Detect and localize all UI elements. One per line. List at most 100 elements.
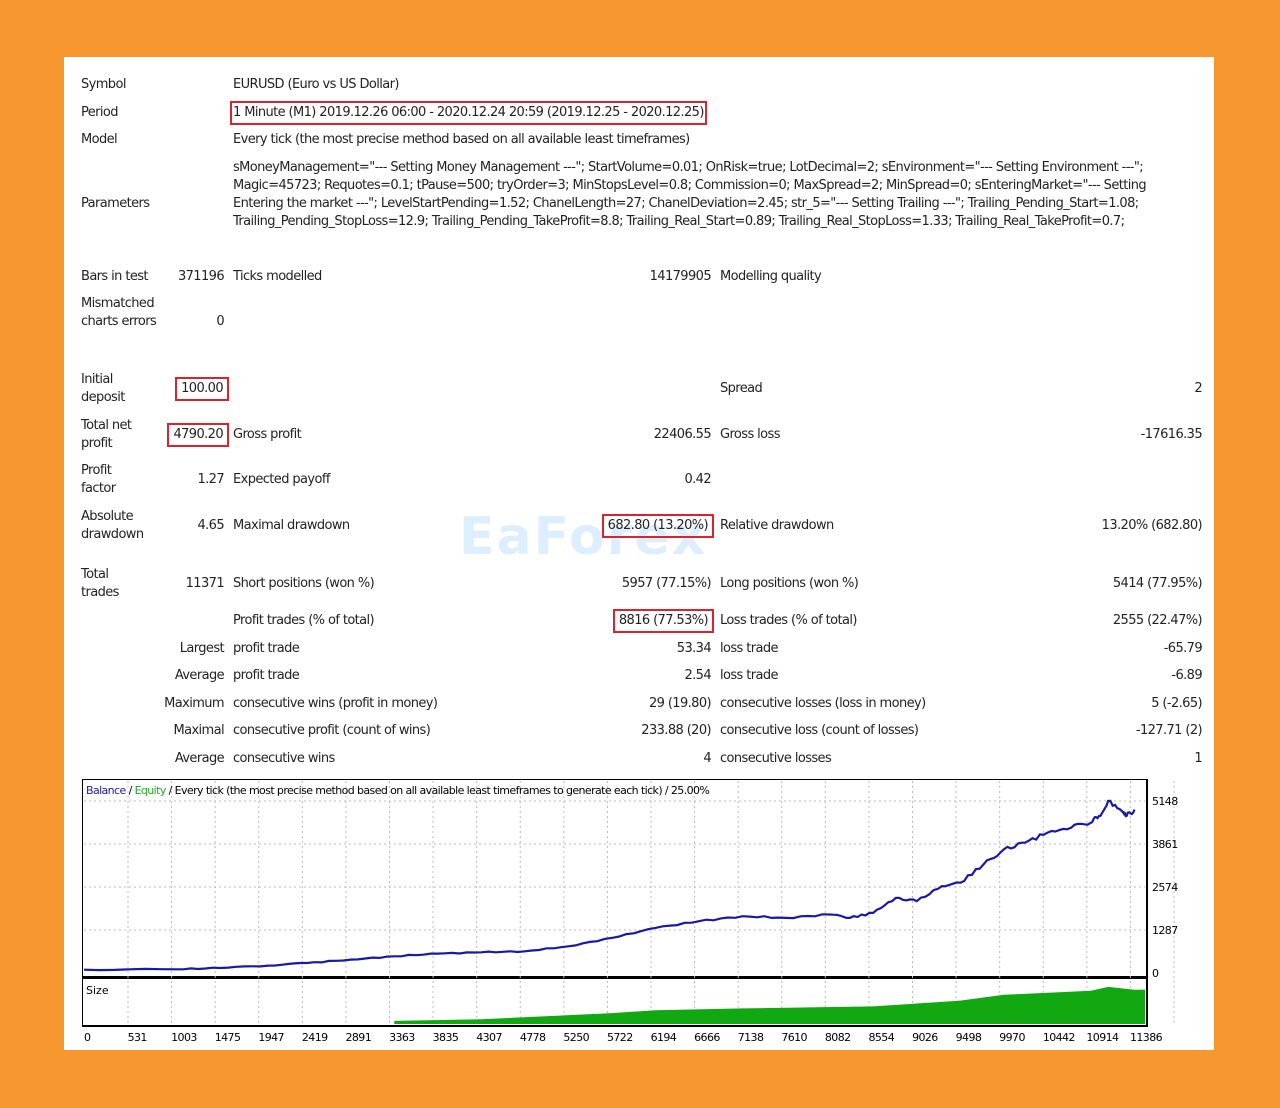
expected-payoff-label: Expected payoff [233, 472, 330, 487]
ticks-label: Ticks modelled [233, 269, 322, 284]
mismatched-label: Mismatched charts errors [81, 296, 157, 329]
gross-loss-label: Gross loss [720, 427, 780, 442]
spread-label: Spread [720, 381, 763, 396]
x-tick-label: 3835 [433, 1031, 459, 1044]
period-label: Period [81, 105, 119, 120]
x-tick-label: 4307 [476, 1031, 502, 1044]
x-tick-label: 8082 [825, 1031, 851, 1044]
avg-losses-label: consecutive losses [720, 751, 832, 766]
x-tick-label: 7610 [781, 1031, 807, 1044]
absolute-drawdown-value: 4.65 [197, 518, 224, 533]
parameters-value: sMoneyManagement="--- Setting Money Mana… [233, 160, 1147, 229]
y-tick-label: 0 [1152, 967, 1159, 980]
net-profit-label: Total net profit [81, 418, 132, 451]
maximal-drawdown-value: 682.80 (13.20%) [601, 514, 715, 538]
largest-loss-value: -65.79 [1163, 641, 1203, 656]
initial-deposit-value: 100.00 [175, 377, 229, 401]
chart-title: Balance / Equity / Every tick (the most … [86, 784, 709, 797]
profit-trades-value: 8816 (77.53%) [612, 609, 715, 633]
gross-profit-value: 22406.55 [653, 427, 712, 442]
bars-label: Bars in test [81, 269, 148, 284]
x-tick-label: 1475 [215, 1031, 241, 1044]
max-losses-label: consecutive losses (loss in money) [720, 696, 926, 711]
balance-line [83, 799, 1136, 972]
short-positions-value: 5957 (77.15%) [621, 576, 712, 591]
main-plot-frame [82, 779, 1148, 978]
x-tick-label: 0 [84, 1031, 91, 1044]
average-consec-label: Average [174, 751, 225, 766]
legend-equity: Equity [135, 784, 167, 797]
x-tick-label: 9498 [956, 1031, 982, 1044]
maximum-label: Maximum [164, 696, 224, 711]
size-label: Size [86, 984, 109, 997]
x-tick-label: 1003 [171, 1031, 197, 1044]
y-tick-label: 5148 [1152, 795, 1178, 808]
y-tick-label: 3861 [1152, 838, 1178, 851]
profit-factor-label: Profit factor [81, 463, 116, 496]
x-tick-label: 9026 [912, 1031, 938, 1044]
size-area [394, 986, 1145, 1024]
mismatched-value: 0 [216, 314, 224, 329]
chart-subtitle: / Every tick (the most precise method ba… [166, 784, 710, 797]
total-trades-value: 11371 [185, 576, 225, 591]
x-tick-label: 6194 [651, 1031, 677, 1044]
x-tick-label: 5250 [563, 1031, 589, 1044]
x-tick-label: 9970 [999, 1031, 1025, 1044]
ticks-value: 14179905 [649, 269, 712, 284]
y-tick-label: 2574 [1152, 881, 1178, 894]
x-tick-label: 8554 [869, 1031, 895, 1044]
period-value: 1 Minute (M1) 2019.12.26 06:00 - 2020.12… [230, 101, 707, 125]
expected-payoff-value: 0.42 [684, 472, 711, 487]
maximal-drawdown-label: Maximal drawdown [233, 518, 350, 533]
largest-loss-label: loss trade [720, 641, 779, 656]
max-losses-value: 5 (-2.65) [1151, 696, 1202, 711]
model-label: Model [81, 132, 118, 147]
balance-chart: Balance / Equity / Every tick (the most … [82, 779, 1179, 1044]
x-tick-label: 10914 [1086, 1031, 1119, 1044]
average-loss-label: loss trade [720, 668, 779, 683]
symbol-value: EURUSD (Euro vs US Dollar) [233, 77, 399, 92]
average-loss-value: -6.89 [1171, 668, 1202, 683]
avg-wins-label: consecutive wins [233, 751, 335, 766]
watermark-logo: EaForex [459, 507, 708, 567]
bars-value: 371196 [177, 269, 225, 284]
parameters-label: Parameters [81, 196, 150, 211]
relative-drawdown-label: Relative drawdown [720, 518, 834, 533]
average-profit-value: 2.54 [684, 668, 711, 683]
largest-label: Largest [179, 641, 225, 656]
maximal-label: Maximal [173, 723, 224, 738]
report-panel: EaForex Symbol EURUSD (Euro vs US Dollar… [64, 57, 1214, 1050]
x-tick-label: 5722 [607, 1031, 633, 1044]
maximal-losses-label: consecutive loss (count of losses) [720, 723, 919, 738]
x-tick-label: 1947 [258, 1031, 284, 1044]
legend-balance: Balance [86, 784, 127, 797]
x-tick-label: 531 [128, 1031, 147, 1044]
max-wins-label: consecutive wins (profit in money) [233, 696, 438, 711]
model-value: Every tick (the most precise method base… [233, 132, 690, 147]
average-profit-label: profit trade [233, 668, 300, 683]
spread-value: 2 [1194, 381, 1202, 396]
x-tick-label: 4778 [520, 1031, 546, 1044]
maximal-wins-value: 233.88 (20) [641, 723, 711, 738]
initial-deposit-label: Initial deposit [81, 372, 125, 405]
symbol-label: Symbol [81, 77, 126, 92]
net-profit-value: 4790.20 [167, 423, 229, 447]
y-tick-label: 1287 [1152, 924, 1178, 937]
gross-profit-label: Gross profit [233, 427, 302, 442]
x-tick-label: 6666 [694, 1031, 720, 1044]
maximal-wins-label: consecutive profit (count of wins) [233, 723, 431, 738]
relative-drawdown-value: 13.20% (682.80) [1101, 518, 1203, 533]
total-trades-label: Total trades [81, 567, 119, 600]
quality-label: Modelling quality [720, 269, 822, 284]
x-tick-label: 7138 [738, 1031, 764, 1044]
avg-losses-value: 1 [1194, 751, 1202, 766]
loss-trades-label: Loss trades (% of total) [720, 613, 857, 628]
x-tick-label: 10442 [1043, 1031, 1075, 1044]
profit-trades-label: Profit trades (% of total) [233, 613, 375, 628]
maximal-losses-value: -127.71 (2) [1135, 723, 1203, 738]
max-wins-value: 29 (19.80) [648, 696, 712, 711]
x-tick-label: 11386 [1130, 1031, 1163, 1044]
short-positions-label: Short positions (won %) [233, 576, 375, 591]
absolute-drawdown-label: Absolute drawdown [81, 509, 144, 542]
largest-profit-value: 53.34 [676, 641, 712, 656]
